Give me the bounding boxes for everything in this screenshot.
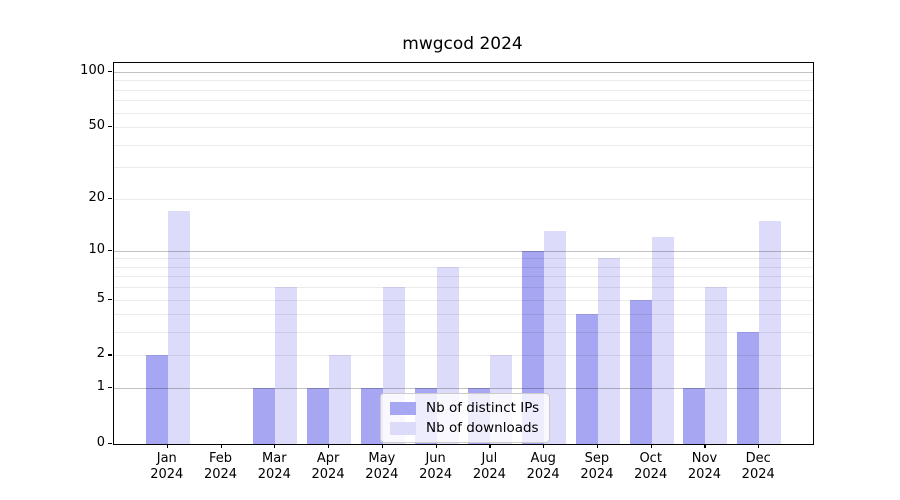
x-tick-year: 2024 — [472, 467, 506, 482]
x-tick-month: Oct — [639, 451, 662, 466]
x-tick-month: Jun — [425, 451, 446, 466]
y-tick-mark-50 — [108, 126, 112, 128]
x-tick-month: Nov — [691, 451, 718, 466]
y-tick-mark-100 — [108, 71, 112, 73]
x-tick-year: 2024 — [580, 467, 614, 482]
legend-swatch-distinct-ips — [390, 401, 416, 415]
x-tick-label-feb: Feb 2024 — [186, 451, 256, 483]
x-tick-mark-apr — [328, 444, 330, 448]
y-tick-mark-0 — [108, 443, 112, 445]
x-tick-label-may: May 2024 — [347, 451, 417, 483]
y-tick-mark-5 — [108, 298, 112, 300]
plot-area: Nb of distinct IPs Nb of downloads — [113, 62, 814, 445]
x-tick-year: 2024 — [311, 467, 345, 482]
bar-oct-distinct-ips — [629, 299, 652, 444]
bar-apr-distinct-ips — [307, 388, 330, 444]
x-tick-label-nov: Nov 2024 — [669, 451, 739, 483]
y-tick-label-2: 2 — [96, 346, 105, 362]
bar-oct-downloads — [651, 237, 674, 444]
x-tick-mark-mar — [274, 444, 276, 448]
y-tick-label-100: 100 — [80, 63, 105, 79]
x-tick-month: Apr — [316, 451, 340, 466]
legend-swatch-downloads — [390, 421, 416, 435]
y-tick-label-1: 1 — [96, 379, 105, 395]
bar-sep-distinct-ips — [575, 314, 598, 444]
legend-item-downloads: Nb of downloads — [390, 420, 539, 436]
x-tick-mark-jan — [166, 444, 168, 448]
x-tick-year: 2024 — [526, 467, 560, 482]
x-tick-month: Mar — [262, 451, 287, 466]
x-tick-label-mar: Mar 2024 — [239, 451, 309, 483]
bar-sep-downloads — [597, 258, 620, 444]
bars-layer — [114, 63, 813, 444]
bar-nov-downloads — [705, 287, 728, 444]
bar-jan-distinct-ips — [145, 355, 168, 444]
x-tick-mark-may — [381, 444, 384, 448]
x-tick-mark-nov — [704, 444, 706, 448]
x-tick-year: 2024 — [687, 467, 721, 482]
bar-nov-distinct-ips — [683, 388, 706, 444]
bar-dec-downloads — [759, 220, 782, 444]
bar-dec-distinct-ips — [737, 332, 760, 444]
bar-aug-downloads — [544, 231, 567, 444]
x-tick-label-jun: Jun 2024 — [401, 451, 471, 483]
x-tick-year: 2024 — [741, 467, 775, 482]
y-tick-label-10: 10 — [88, 241, 105, 257]
bar-apr-downloads — [329, 355, 352, 444]
x-tick-month: Aug — [530, 451, 556, 466]
chart-title: mwgcod 2024 — [402, 34, 523, 54]
bar-jan-downloads — [167, 211, 190, 444]
x-tick-label-sep: Sep 2024 — [562, 451, 632, 483]
y-tick-mark-20 — [108, 197, 112, 199]
x-tick-month: Feb — [209, 451, 233, 466]
x-tick-mark-feb — [220, 444, 222, 448]
x-tick-month: Jan — [156, 451, 177, 466]
x-tick-year: 2024 — [419, 467, 453, 482]
x-tick-month: Dec — [745, 451, 771, 466]
y-tick-label-5: 5 — [96, 290, 105, 306]
x-tick-mark-aug — [543, 444, 545, 448]
y-tick-label-20: 20 — [88, 189, 105, 205]
legend: Nb of distinct IPs Nb of downloads — [380, 393, 551, 443]
legend-item-distinct-ips: Nb of distinct IPs — [390, 400, 539, 416]
x-tick-label-jul: Jul 2024 — [454, 451, 524, 483]
legend-label-distinct-ips: Nb of distinct IPs — [426, 400, 540, 416]
x-tick-label-oct: Oct 2024 — [616, 451, 686, 483]
x-tick-mark-jun — [435, 444, 437, 448]
x-tick-year: 2024 — [257, 467, 291, 482]
x-tick-year: 2024 — [150, 467, 184, 482]
x-tick-month: Jul — [481, 451, 498, 466]
x-tick-mark-jul — [489, 444, 491, 448]
y-tick-label-50: 50 — [88, 118, 105, 134]
x-tick-month: Sep — [584, 451, 610, 466]
x-tick-label-dec: Dec 2024 — [723, 451, 793, 483]
x-tick-year: 2024 — [365, 467, 399, 482]
y-tick-mark-1 — [108, 387, 112, 389]
bar-may-distinct-ips — [360, 388, 383, 444]
x-tick-mark-dec — [758, 444, 760, 448]
x-tick-year: 2024 — [203, 467, 238, 482]
bar-mar-distinct-ips — [253, 388, 276, 444]
x-tick-label-apr: Apr 2024 — [293, 451, 363, 483]
x-tick-month: May — [368, 451, 396, 466]
legend-label-downloads: Nb of downloads — [426, 420, 539, 436]
bar-mar-downloads — [275, 287, 298, 444]
x-tick-label-aug: Aug 2024 — [508, 451, 578, 483]
x-tick-mark-oct — [650, 444, 652, 448]
y-tick-mark-2 — [108, 354, 112, 356]
y-tick-mark-10 — [108, 249, 112, 251]
y-tick-label-0: 0 — [96, 435, 105, 450]
x-tick-year: 2024 — [634, 467, 668, 482]
x-tick-label-jan: Jan 2024 — [132, 451, 202, 483]
x-tick-mark-sep — [596, 444, 599, 448]
